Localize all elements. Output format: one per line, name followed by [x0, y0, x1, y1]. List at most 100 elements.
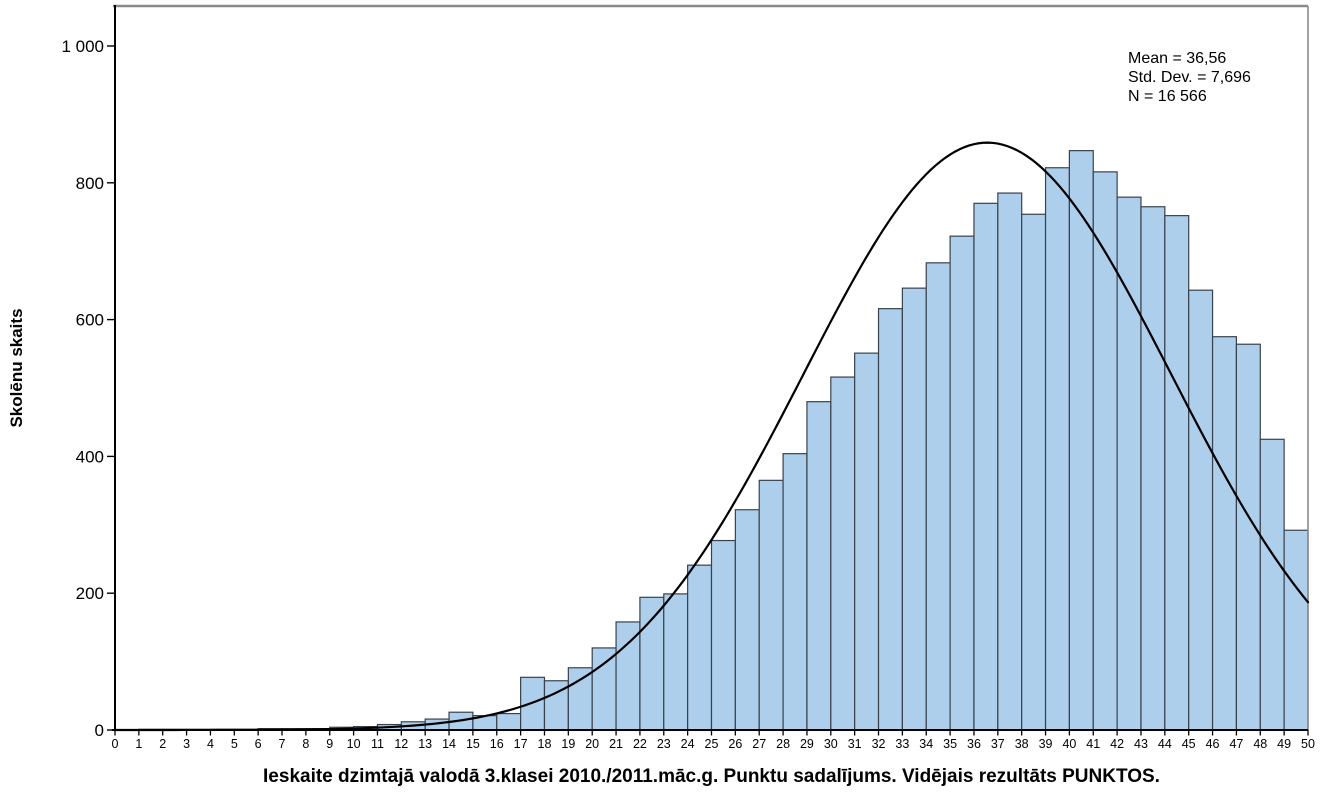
x-tick-label: 17 [514, 737, 528, 751]
x-tick-label: 1 [135, 737, 142, 751]
x-tick-label: 33 [895, 737, 909, 751]
histogram-bar [639, 596, 665, 731]
histogram-bar [1021, 213, 1047, 731]
histogram-bar [1092, 171, 1118, 731]
x-tick-label: 48 [1253, 737, 1267, 751]
stat-n: N = 16 566 [1128, 88, 1207, 105]
x-tick-label: 32 [872, 737, 886, 751]
x-tick-label: 10 [347, 737, 361, 751]
y-axis-ticks: 0 200 400 600 800 1 000 [61, 37, 115, 740]
x-tick-label: 12 [394, 737, 408, 751]
x-tick-label: 2 [159, 737, 166, 751]
x-tick-label: 45 [1182, 737, 1196, 751]
x-tick-label: 42 [1110, 737, 1124, 751]
histogram-bar [687, 564, 713, 731]
x-tick-label: 19 [561, 737, 575, 751]
x-tick-label: 16 [490, 737, 504, 751]
y-tick-label: 0 [95, 721, 104, 740]
x-tick-label: 6 [255, 737, 262, 751]
x-tick-label: 15 [466, 737, 480, 751]
histogram-bar [854, 352, 880, 731]
x-tick-label: 40 [1062, 737, 1076, 751]
histogram-bar [1044, 167, 1071, 731]
histogram-bar [663, 593, 689, 731]
histogram-bar [1164, 215, 1190, 731]
y-tick-label: 800 [76, 174, 104, 193]
x-tick-label: 50 [1301, 737, 1315, 751]
x-tick-label: 41 [1086, 737, 1100, 751]
x-tick-label: 20 [585, 737, 599, 751]
histogram-bar [1283, 529, 1309, 731]
x-tick-label: 34 [919, 737, 933, 751]
histogram-bar [734, 509, 760, 731]
x-tick-label: 4 [207, 737, 214, 751]
x-tick-label: 46 [1206, 737, 1220, 751]
x-tick-label: 26 [728, 737, 742, 751]
y-tick-label: 1 000 [61, 37, 104, 56]
histogram-bar [830, 376, 856, 731]
x-tick-label: 22 [633, 737, 647, 751]
x-tick-label: 3 [183, 737, 190, 751]
histogram-bar [591, 647, 617, 731]
x-tick-label: 29 [800, 737, 814, 751]
histogram-bar [1259, 438, 1285, 731]
y-tick-label: 200 [76, 584, 104, 603]
x-tick-label: 24 [681, 737, 695, 751]
x-tick-label: 7 [279, 737, 286, 751]
x-tick-label: 25 [705, 737, 719, 751]
normal-curve [113, 141, 1310, 732]
x-tick-label: 5 [231, 737, 238, 751]
histogram-bar [758, 479, 784, 731]
x-tick-label: 43 [1134, 737, 1148, 751]
histogram-bar [973, 202, 999, 731]
x-tick-label: 38 [1015, 737, 1029, 751]
stat-std-dev: Std. Dev. = 7,696 [1128, 69, 1251, 86]
histogram-bar [615, 621, 641, 731]
x-tick-label: 14 [442, 737, 456, 751]
x-axis-ticks: 0 1 2 3 4 5 6 7 8 9 10 11 12 13 14 15 16 17 18 19 20 21 22 23 24… [112, 730, 1315, 751]
x-tick-label: 27 [752, 737, 766, 751]
bars-group [138, 150, 1309, 731]
x-tick-label: 8 [302, 737, 309, 751]
stat-mean: Mean = 36,56 [1128, 50, 1227, 67]
x-tick-label: 23 [657, 737, 671, 751]
stats-box: Mean = 36,56 Std. Dev. = 7,696 N = 16 56… [1128, 49, 1251, 106]
x-tick-label: 36 [967, 737, 981, 751]
x-tick-label: 49 [1277, 737, 1291, 751]
x-tick-label: 39 [1039, 737, 1053, 751]
y-tick-label: 600 [76, 311, 104, 330]
x-tick-label: 21 [609, 737, 623, 751]
x-axis-title: Ieskaite dzimtajā valodā 3.klasei 2010./… [263, 766, 1160, 787]
x-tick-label: 47 [1229, 737, 1243, 751]
plot-frame [113, 4, 1309, 730]
x-tick-label: 0 [112, 737, 119, 751]
x-tick-label: 18 [538, 737, 552, 751]
histogram-bar [806, 401, 832, 731]
x-tick-label: 13 [418, 737, 432, 751]
x-tick-label: 31 [848, 737, 862, 751]
histogram-bar [496, 712, 522, 731]
y-axis-title: Skolēnu skaits [7, 308, 26, 428]
x-tick-label: 30 [824, 737, 838, 751]
histogram-bar [782, 453, 808, 731]
histogram-bar [1235, 343, 1261, 731]
histogram-bar [949, 235, 975, 731]
x-tick-label: 9 [326, 737, 333, 751]
histogram-bar [1188, 289, 1214, 731]
x-tick-label: 37 [991, 737, 1005, 751]
x-tick-label: 35 [943, 737, 957, 751]
histogram-bar [901, 287, 927, 731]
x-tick-label: 28 [776, 737, 790, 751]
y-tick-label: 400 [76, 447, 104, 466]
x-tick-label: 11 [371, 737, 384, 751]
histogram-bar [925, 262, 951, 731]
histogram-bar [1211, 336, 1238, 731]
histogram-bar [997, 192, 1023, 731]
histogram-bar [877, 308, 903, 731]
histogram-bar [567, 667, 593, 731]
x-tick-label: 44 [1158, 737, 1172, 751]
histogram-bar [1140, 206, 1166, 731]
histogram-bar [710, 539, 736, 731]
